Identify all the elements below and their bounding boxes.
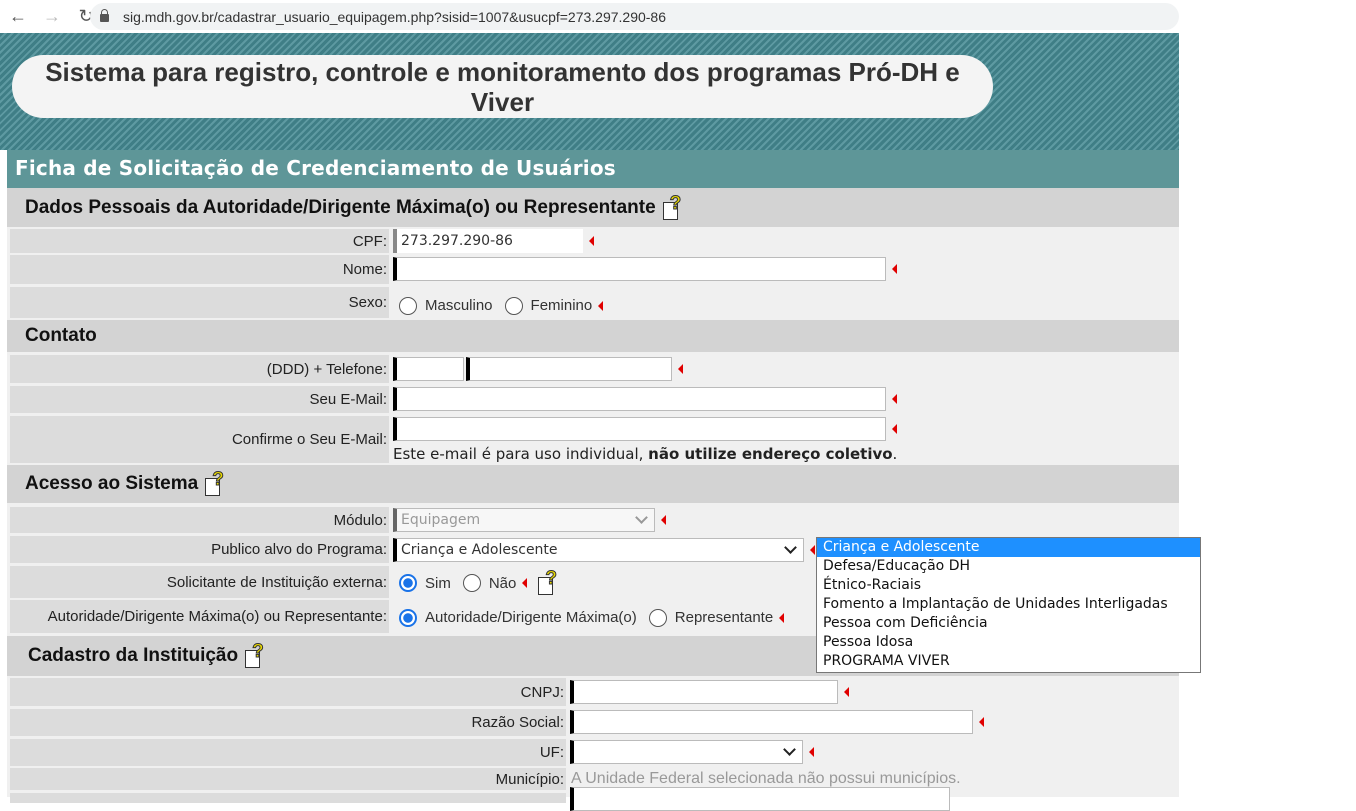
required-icon [844,687,849,697]
required-icon [589,236,594,246]
next-row-label [10,793,566,803]
lock-icon [100,8,109,22]
email-confirm-label: Confirme o Seu E-Mail: [10,416,389,463]
required-icon [892,394,897,404]
municipio-label: Município: [10,768,566,790]
chevron-down-icon [784,541,797,554]
arrow-left-icon[interactable]: ← [9,6,27,26]
cnpj-field[interactable] [570,680,838,704]
note-bold: não utilize endereço coletivo [648,445,893,463]
option-idosa[interactable]: Pessoa Idosa [823,634,914,650]
radio-label: Feminino [530,297,593,314]
section-title: Cadastro da Instituição [28,645,239,666]
nome-field[interactable] [393,257,886,281]
email-label: Seu E-Mail: [10,386,389,413]
radio-label: Autoridade/Dirigente Máxima(o) [425,609,637,626]
address-bar[interactable]: sig.mdh.gov.br/cadastrar_usuario_equipag… [90,3,1179,30]
publico-dropdown-list[interactable]: Criança e Adolescente Defesa/Educação DH… [816,537,1201,673]
section-access: Acesso ao Sistema [7,465,1179,503]
arrow-right-icon[interactable]: → [43,6,61,26]
help-icon[interactable] [204,469,224,496]
radio-nao[interactable] [462,574,481,592]
required-icon [892,424,897,434]
help-icon[interactable] [244,641,264,668]
ddd-field[interactable] [393,357,464,381]
help-icon[interactable] [537,568,557,595]
chevron-down-icon [783,743,796,756]
radio-label: Masculino [425,297,493,314]
autoridade-label: Autoridade/Dirigente Máxima(o) ou Repres… [10,600,389,633]
required-icon [779,612,785,623]
cpf-field: 273.297.290-86 [393,229,583,253]
radio-masculino[interactable] [399,296,417,315]
form-panel: Ficha de Solicitação de Credenciamento d… [7,150,1179,811]
radio-feminino[interactable] [504,296,523,315]
telefone-label: (DDD) + Telefone: [10,355,389,383]
option-etnico[interactable]: Étnico-Raciais [823,577,922,593]
select-value: Equipagem [401,512,481,528]
radio-label: Sim [425,574,451,592]
razao-label: Razão Social: [10,709,566,736]
required-icon [678,364,683,374]
required-icon [810,545,815,555]
radio-label: Não [488,574,517,592]
email-note: Este e-mail é para uso individual, não u… [393,445,897,463]
telefone-field[interactable] [466,357,672,381]
section-title: Acesso ao Sistema [25,473,199,494]
email-confirm-field[interactable] [393,417,886,441]
note-text: Este e-mail é para uso individual, [393,445,649,463]
modulo-select: Equipagem [393,508,655,532]
help-icon[interactable] [662,193,682,220]
section-personal: Dados Pessoais da Autoridade/Dirigente M… [7,188,1179,227]
chevron-down-icon [635,511,648,524]
uf-label: UF: [10,739,566,766]
cnpj-label: CNPJ: [10,678,566,706]
option-deficiencia[interactable]: Pessoa com Deficiência [823,615,988,631]
publico-select[interactable]: Criança e Adolescente [393,538,804,562]
municipio-message: A Unidade Federal selecionada não possui… [571,770,961,787]
select-value: Criança e Adolescente [401,542,558,558]
required-icon [598,300,604,311]
required-icon [892,264,897,274]
modulo-label: Módulo: [10,507,389,533]
required-icon [979,717,984,727]
radio-sim[interactable] [399,574,417,592]
url-text: sig.mdh.gov.br/cadastrar_usuario_equipag… [123,8,667,25]
radio-autoridade[interactable] [399,608,417,627]
radio-representante[interactable] [648,608,667,627]
form-title: Ficha de Solicitação de Credenciamento d… [7,150,1179,188]
section-title: Dados Pessoais da Autoridade/Dirigente M… [25,196,656,218]
required-icon [661,515,666,525]
banner: Sistema para registro, controle e monito… [0,33,1179,150]
section-contact: Contato [7,320,1179,352]
solicitante-label: Solicitante de Instituição externa: [10,566,389,598]
option-viver[interactable]: PROGRAMA VIVER [823,653,950,669]
razao-field[interactable] [570,710,973,734]
required-icon [522,578,528,588]
option-crianca[interactable]: Criança e Adolescente [817,538,1200,557]
next-field[interactable] [570,787,950,811]
reload-icon[interactable]: ↻ [78,6,94,26]
option-fomento[interactable]: Fomento a Implantação de Unidades Interl… [823,596,1168,612]
sexo-label: Sexo: [10,287,389,318]
system-title: Sistema para registro, controle e monito… [12,55,993,118]
uf-select[interactable] [570,740,803,764]
note-end: . [892,445,898,463]
nome-label: Nome: [10,255,389,284]
radio-label: Representante [674,609,774,626]
section-title: Contato [25,325,97,346]
email-field[interactable] [393,387,886,411]
option-defesa[interactable]: Defesa/Educação DH [823,558,971,574]
publico-label: Publico alvo do Programa: [10,536,389,563]
required-icon [809,747,814,757]
browser-toolbar: ← → ↻ sig.mdh.gov.br/cadastrar_usuario_e… [0,0,1179,33]
cpf-label: CPF: [10,229,389,253]
